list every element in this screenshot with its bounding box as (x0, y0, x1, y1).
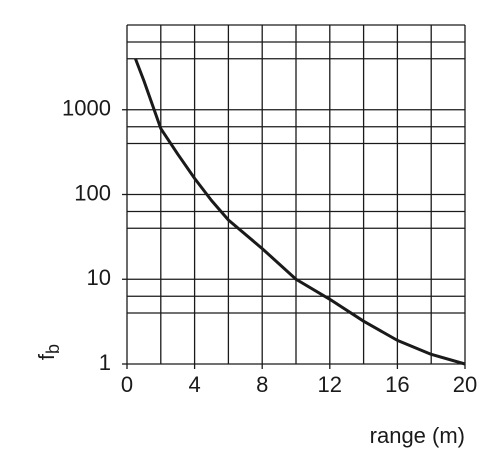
x-tick-label: 8 (256, 372, 268, 397)
y-axis-label-main: f (34, 353, 59, 360)
y-axis-label: fb (34, 344, 63, 360)
y-tick-label: 1 (99, 350, 111, 375)
y-tick-label: 100 (74, 180, 111, 205)
x-tick-label: 0 (121, 372, 133, 397)
y-tick-label: 10 (87, 265, 111, 290)
x-tick-label: 12 (318, 372, 342, 397)
x-axis-label: range (m) (370, 423, 465, 448)
x-tick-label: 20 (453, 372, 477, 397)
data-line (134, 58, 466, 366)
x-tick-label: 16 (385, 372, 409, 397)
x-tick-label: 4 (188, 372, 200, 397)
y-tick-label: 1000 (62, 96, 111, 121)
y-axis-label-subscript: b (43, 344, 63, 354)
